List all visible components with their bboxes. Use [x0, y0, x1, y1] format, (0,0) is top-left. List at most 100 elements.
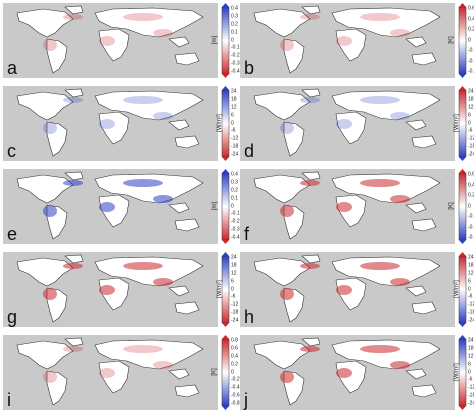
colorbar-gradient	[221, 89, 230, 158]
anomaly-shading-3	[63, 346, 83, 352]
colorbar-bottom-arrow	[459, 157, 466, 161]
anomaly-shading-2	[390, 278, 410, 286]
map-panel-e: e	[3, 169, 218, 244]
anomaly-shading-3	[300, 263, 320, 269]
anomaly-shading-0	[43, 205, 57, 217]
colorbar-bottom-arrow	[459, 323, 466, 327]
landmass-4	[98, 360, 130, 394]
colorbar-tick-label: 0	[468, 286, 471, 292]
colorbar-unit-label: [W/m²]	[453, 114, 460, 132]
colorbar-tick-label: 0.3	[231, 179, 238, 186]
colorbar-unit-label: [W/m²]	[453, 363, 460, 381]
colorbar-ticks: 24 18 12 6 0 -6 -12 -18 -24	[468, 252, 474, 327]
landmass-2	[46, 370, 68, 406]
colorbar-tick-label: -12	[468, 301, 474, 308]
anomaly-shading-1	[99, 36, 115, 46]
colorbar-tick-label: -24	[231, 151, 239, 158]
landmass-2	[46, 38, 68, 74]
world-map	[253, 254, 441, 323]
colorbar-tick-label: -12	[231, 301, 239, 308]
map-panel-g: g	[3, 252, 218, 327]
anomaly-shading-3	[300, 14, 320, 20]
anomaly-shading-4	[360, 96, 400, 104]
colorbar-tick-label: 6	[231, 112, 234, 119]
anomaly-shading-0	[43, 288, 57, 300]
colorbar-ticks: 0.8 0.6 0.4 0.2 0 -0.2 -0.4 -0.6 -0.8	[231, 335, 247, 410]
colorbar-j	[458, 335, 467, 410]
colorbar-a	[221, 3, 230, 78]
colorbar-tick-label: 18	[468, 262, 474, 269]
colorbar-c	[221, 86, 230, 161]
landmass-4	[98, 111, 130, 145]
anomaly-shading-0	[43, 371, 57, 383]
colorbar-tick-label: 18	[231, 96, 237, 103]
colorbar-bottom-arrow	[222, 406, 229, 410]
landmass-5	[405, 368, 427, 380]
colorbar-tick-label: -24	[468, 317, 474, 324]
colorbar-tick-label: -0.2	[231, 376, 240, 383]
colorbar-tick-label: -6	[468, 127, 473, 134]
colorbar-top-arrow	[459, 169, 466, 173]
landmass-6	[411, 301, 437, 315]
colorbar-tick-label: 12	[468, 270, 474, 277]
colorbar-ticks: 0.4 0.3 0.2 0.1 0 -0.1 -0.2 -0.3 -0.4	[231, 3, 247, 78]
anomaly-shading-4	[360, 345, 400, 353]
colorbar-gradient	[221, 338, 230, 407]
anomaly-shading-4	[123, 96, 163, 104]
landmass-0	[253, 257, 311, 287]
anomaly-shading-4	[123, 262, 163, 270]
landmass-5	[168, 36, 190, 48]
panel-letter: e	[7, 224, 18, 244]
colorbar-tick-label: -0.4	[231, 68, 240, 75]
colorbar-tick-label: 0.6	[468, 171, 474, 178]
landmass-1	[301, 254, 321, 264]
anomaly-shading-3	[300, 180, 320, 186]
colorbar-ticks: 24 18 12 6 0 -6 -12 -18 -24	[231, 86, 247, 161]
anomaly-shading-2	[153, 278, 173, 286]
anomaly-shading-4	[123, 13, 163, 21]
landmass-5	[405, 285, 427, 297]
colorbar-tick-label: 0	[468, 369, 471, 375]
landmass-0	[253, 91, 311, 121]
colorbar-ticks: 24 18 12 6 0 -6 -12 -18 -24	[468, 335, 474, 410]
colorbar-ticks: 0.6 0.4 0.2 0 -0.2 -0.4 -0.6	[468, 3, 474, 78]
colorbar-unit-label: [K]	[448, 36, 455, 44]
colorbar-tick-label: 24	[468, 337, 474, 344]
world-map	[16, 171, 204, 240]
world-map	[16, 254, 204, 323]
colorbar-tick-label: -0.3	[231, 60, 240, 67]
colorbar-tick-label: 12	[231, 104, 237, 111]
panel-letter: c	[7, 141, 16, 161]
colorbar-tick-label: -0.1	[231, 210, 240, 217]
colorbar-ticks: 0.6 0.4 0.2 0 -0.2 -0.4 -0.6	[468, 169, 474, 244]
colorbar-tick-label: -18	[231, 309, 239, 316]
map-panel-i: i	[3, 335, 218, 410]
colorbar-bottom-arrow	[222, 323, 229, 327]
anomaly-shading-2	[153, 361, 173, 369]
anomaly-shading-1	[99, 119, 115, 129]
colorbar-tick-label: 24	[468, 88, 474, 95]
landmass-0	[16, 8, 74, 38]
colorbar-tick-label: 0	[468, 37, 471, 43]
colorbar-tick-label: -18	[468, 309, 474, 316]
landmass-1	[301, 171, 321, 181]
colorbar-tick-label: 18	[468, 96, 474, 103]
colorbar-top-arrow	[459, 86, 466, 90]
landmass-3	[94, 90, 204, 121]
anomaly-shading-1	[336, 36, 352, 46]
colorbar-gradient	[458, 89, 467, 158]
anomaly-shading-1	[99, 202, 115, 212]
colorbar-gradient	[458, 6, 467, 75]
landmass-6	[174, 301, 200, 315]
colorbar-gradient	[221, 6, 230, 75]
landmass-5	[168, 202, 190, 214]
colorbar-tick-label: -24	[231, 317, 239, 324]
landmass-0	[16, 174, 74, 204]
colorbar-tick-label: 0	[468, 203, 471, 209]
landmass-1	[64, 5, 84, 15]
colorbar-tick-label: 0.2	[231, 21, 238, 28]
colorbar-tick-label: 0.2	[231, 361, 238, 368]
landmass-2	[283, 121, 305, 157]
colorbar-tick-label: 0	[231, 37, 234, 43]
colorbar-tick-label: 18	[468, 345, 474, 352]
